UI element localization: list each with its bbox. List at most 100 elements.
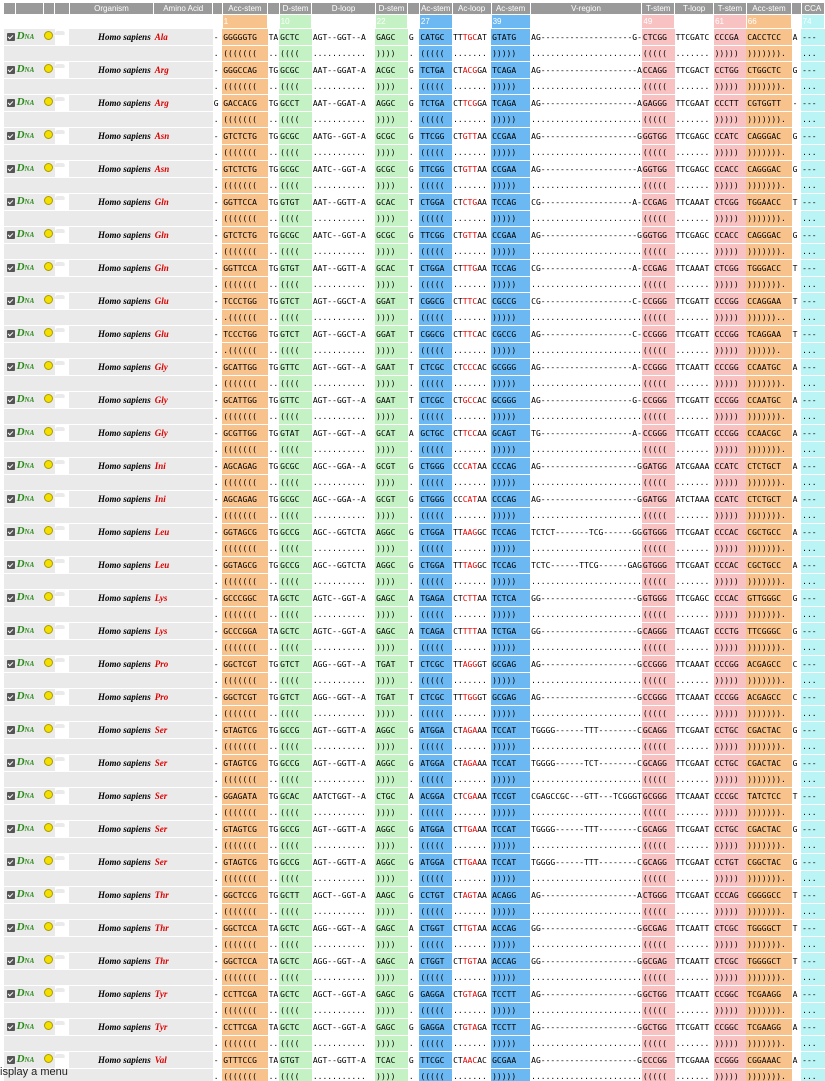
dna-label-sub[interactable]: NA (24, 231, 35, 239)
dna-label[interactable]: D (16, 261, 25, 273)
checkbox-icon[interactable] (7, 791, 15, 800)
amino-acid[interactable]: Gln (153, 193, 213, 211)
dna-label-sub[interactable]: NA (24, 396, 35, 404)
structure-link[interactable] (43, 391, 55, 409)
checkbox-icon[interactable] (7, 692, 15, 701)
row-checkbox[interactable] (4, 160, 16, 178)
structure-link[interactable] (43, 688, 55, 706)
checkbox-icon[interactable] (7, 989, 15, 998)
dna-label[interactable]: D (16, 690, 25, 702)
yellow-circle-icon[interactable] (44, 294, 53, 304)
table-row[interactable]: DNA Homo sapiens Ser - GTAGTCG TG GCCG AGT--GGT… (4, 721, 825, 739)
yellow-circle-icon[interactable] (44, 228, 53, 238)
row-checkbox[interactable] (4, 127, 16, 145)
dna-label-sub[interactable]: NA (24, 462, 35, 470)
dna-label[interactable]: D (16, 492, 25, 504)
dna-label-sub[interactable]: NA (24, 165, 35, 173)
dna-label-sub[interactable]: NA (24, 594, 35, 602)
row-checkbox[interactable] (4, 886, 16, 904)
table-row[interactable]: DNA Homo sapiens Glu - TCCCTGG TG GTCT AGT--GGC… (4, 292, 825, 310)
checkbox-icon[interactable] (7, 32, 15, 41)
dna-link[interactable]: DNA (15, 853, 43, 871)
checkbox-icon[interactable] (7, 197, 15, 206)
row-checkbox[interactable] (4, 787, 16, 805)
amino-acid[interactable]: Gly (153, 391, 213, 409)
yellow-circle-icon[interactable] (44, 360, 53, 370)
structure-link[interactable] (43, 754, 55, 772)
dna-label-sub[interactable]: NA (24, 495, 35, 503)
structure-link[interactable] (43, 952, 55, 970)
table-row[interactable]: DNA Homo sapiens Leu - GGTAGCG TG GCCG AGC--GGT… (4, 523, 825, 541)
checkbox-icon[interactable] (7, 461, 15, 470)
dna-label[interactable]: D (16, 393, 25, 405)
dna-label[interactable]: D (16, 162, 25, 174)
structure-link[interactable] (43, 1051, 55, 1069)
dna-link[interactable]: DNA (15, 622, 43, 640)
amino-acid[interactable]: Gln (153, 259, 213, 277)
amino-acid[interactable]: Ini (153, 490, 213, 508)
dna-link[interactable]: DNA (15, 28, 43, 46)
dna-link[interactable]: DNA (15, 424, 43, 442)
row-checkbox[interactable] (4, 1051, 16, 1069)
table-row[interactable]: DNA Homo sapiens Thr - GGCTCCG TG GCTT AGCT--GG… (4, 886, 825, 904)
structure-link[interactable] (43, 358, 55, 376)
structure-link[interactable] (43, 919, 55, 937)
row-checkbox[interactable] (4, 226, 16, 244)
yellow-circle-icon[interactable] (44, 393, 53, 403)
checkbox-icon[interactable] (7, 857, 15, 866)
row-checkbox[interactable] (4, 1018, 16, 1036)
table-row[interactable]: DNA Homo sapiens Arg - GGGCCAG TG GCGC AAT--GGA… (4, 61, 825, 79)
dna-label-sub[interactable]: NA (24, 693, 35, 701)
table-row[interactable]: DNA Homo sapiens Ser - GTAGTCG TG GCCG AGT--GGT… (4, 820, 825, 838)
table-row[interactable]: DNA Homo sapiens Pro - GGCTCGT TG GTCT AGG--GGT… (4, 688, 825, 706)
dna-label-sub[interactable]: NA (24, 363, 35, 371)
dna-label[interactable]: D (16, 129, 25, 141)
amino-acid[interactable]: Ala (153, 28, 213, 46)
structure-link[interactable] (43, 424, 55, 442)
dna-label[interactable]: D (16, 30, 25, 42)
table-row[interactable]: DNA Homo sapiens Thr - GGCTCCA TA GCTC AGG--GGT… (4, 919, 825, 937)
dna-link[interactable]: DNA (15, 721, 43, 739)
structure-link[interactable] (43, 622, 55, 640)
amino-acid[interactable]: Ser (153, 853, 213, 871)
amino-acid[interactable]: Ini (153, 457, 213, 475)
checkbox-icon[interactable] (7, 593, 15, 602)
yellow-circle-icon[interactable] (44, 987, 53, 997)
amino-acid[interactable]: Ser (153, 721, 213, 739)
structure-link[interactable] (43, 226, 55, 244)
structure-link[interactable] (43, 523, 55, 541)
row-checkbox[interactable] (4, 358, 16, 376)
dna-label[interactable]: D (16, 987, 25, 999)
table-row[interactable]: DNA Homo sapiens Ser - GGAGATA TG GCAC AATCTGGT… (4, 787, 825, 805)
checkbox-icon[interactable] (7, 527, 15, 536)
dna-label[interactable]: D (16, 822, 25, 834)
structure-link[interactable] (43, 589, 55, 607)
dna-label-sub[interactable]: NA (24, 33, 35, 41)
row-checkbox[interactable] (4, 820, 16, 838)
row-checkbox[interactable] (4, 754, 16, 772)
dna-label[interactable]: D (16, 63, 25, 75)
row-checkbox[interactable] (4, 61, 16, 79)
yellow-circle-icon[interactable] (44, 921, 53, 931)
dna-label-sub[interactable]: NA (24, 1056, 35, 1064)
table-row[interactable]: DNA Homo sapiens Leu - GGTAGCG TG GCCG AGC--GGT… (4, 556, 825, 574)
checkbox-icon[interactable] (7, 659, 15, 668)
checkbox-icon[interactable] (7, 362, 15, 371)
dna-label-sub[interactable]: NA (24, 825, 35, 833)
table-row[interactable]: DNA Homo sapiens Tyr - CCTTCGA TA GCTC AGCT--GG… (4, 1018, 825, 1036)
dna-link[interactable]: DNA (15, 358, 43, 376)
dna-label[interactable]: D (16, 360, 25, 372)
checkbox-icon[interactable] (7, 395, 15, 404)
table-row[interactable]: DNA Homo sapiens Asn - GTCTCTG TG GCGC AATG--GG… (4, 127, 825, 145)
row-checkbox[interactable] (4, 94, 16, 112)
dna-label-sub[interactable]: NA (24, 957, 35, 965)
dna-link[interactable]: DNA (15, 886, 43, 904)
table-row[interactable]: DNA Homo sapiens Gln - GGTTCCA TG GTGT AAT--GGT… (4, 259, 825, 277)
amino-acid[interactable]: Thr (153, 952, 213, 970)
checkbox-icon[interactable] (7, 560, 15, 569)
checkbox-icon[interactable] (7, 824, 15, 833)
checkbox-icon[interactable] (7, 923, 15, 932)
dna-label[interactable]: D (16, 327, 25, 339)
structure-link[interactable] (43, 457, 55, 475)
checkbox-icon[interactable] (7, 329, 15, 338)
